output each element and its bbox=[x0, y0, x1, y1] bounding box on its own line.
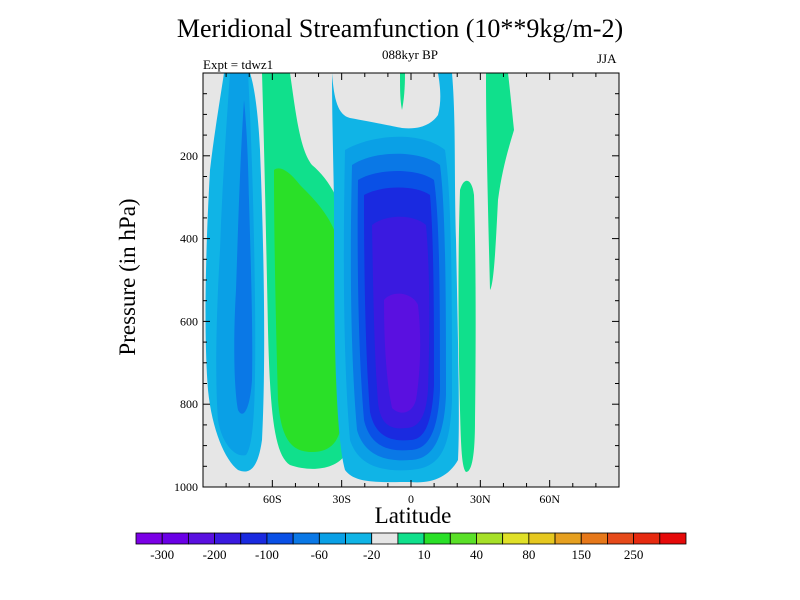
colorbar-swatch bbox=[318, 532, 346, 545]
y-tick-label: 400 bbox=[180, 232, 198, 246]
colorbar-swatch bbox=[476, 532, 504, 545]
colorbar-swatch bbox=[187, 532, 215, 545]
colorbar-label: 150 bbox=[571, 547, 591, 562]
plot-area bbox=[202, 72, 620, 488]
colorbar-swatch bbox=[423, 532, 451, 545]
colorbar: -300 -200 -100 -60 -20 10 40 80 150 250 bbox=[135, 532, 687, 562]
x-tick-label: 60N bbox=[539, 492, 560, 506]
axes: 60S 30S 0 30N 60N 200 400 600 800 1000 bbox=[174, 73, 619, 506]
season-label: JJA bbox=[597, 51, 617, 66]
colorbar-swatch bbox=[397, 532, 425, 545]
y-tick-label: 200 bbox=[180, 149, 198, 163]
colorbar-swatch bbox=[214, 532, 242, 545]
colorbar-label: -60 bbox=[311, 547, 328, 562]
colorbar-label: -300 bbox=[150, 547, 174, 562]
chart-title: Meridional Streamfunction (10**9kg/m-2) bbox=[176, 14, 624, 43]
contour-h-core bbox=[384, 293, 421, 413]
colorbar-swatch bbox=[502, 532, 530, 545]
x-tick-label: 0 bbox=[408, 492, 414, 506]
experiment-label: Expt = tdwz1 bbox=[203, 57, 274, 72]
contour-s-inner bbox=[234, 100, 253, 414]
x-tick-label: 30S bbox=[332, 492, 351, 506]
y-tick-label: 800 bbox=[180, 397, 198, 411]
colorbar-label: 10 bbox=[418, 547, 431, 562]
x-axis-label: Latitude bbox=[374, 503, 452, 528]
colorbar-swatch bbox=[266, 532, 294, 545]
colorbar-swatch bbox=[240, 532, 268, 545]
colorbar-swatch bbox=[528, 532, 556, 545]
contour-eq-strip bbox=[400, 73, 405, 110]
colorbar-swatch bbox=[449, 532, 477, 545]
colorbar-label: -20 bbox=[363, 547, 380, 562]
colorbar-swatch bbox=[135, 532, 163, 545]
colorbar-swatch bbox=[292, 532, 320, 545]
colorbar-swatch bbox=[580, 532, 608, 545]
chart-subtitle: 088kyr BP bbox=[382, 47, 438, 62]
colorbar-swatch bbox=[659, 532, 687, 545]
colorbar-swatch bbox=[554, 532, 582, 545]
colorbar-label: 250 bbox=[624, 547, 644, 562]
colorbar-swatch bbox=[607, 532, 635, 545]
colorbar-swatch bbox=[345, 532, 373, 545]
colorbar-label: 40 bbox=[470, 547, 483, 562]
y-tick-label: 1000 bbox=[174, 480, 198, 494]
colorbar-label: -200 bbox=[203, 547, 227, 562]
x-tick-label: 60S bbox=[263, 492, 282, 506]
colorbar-swatch bbox=[161, 532, 189, 545]
colorbar-label: 80 bbox=[522, 547, 535, 562]
contour-ps-inner bbox=[274, 168, 343, 452]
colorbar-label: -100 bbox=[255, 547, 279, 562]
contour-pn-up bbox=[486, 73, 514, 290]
colorbar-swatch bbox=[371, 532, 399, 545]
colorbar-swatch bbox=[633, 532, 661, 545]
x-tick-label: 30N bbox=[470, 492, 491, 506]
contour-pn-low bbox=[458, 180, 476, 472]
y-tick-label: 600 bbox=[180, 314, 198, 328]
